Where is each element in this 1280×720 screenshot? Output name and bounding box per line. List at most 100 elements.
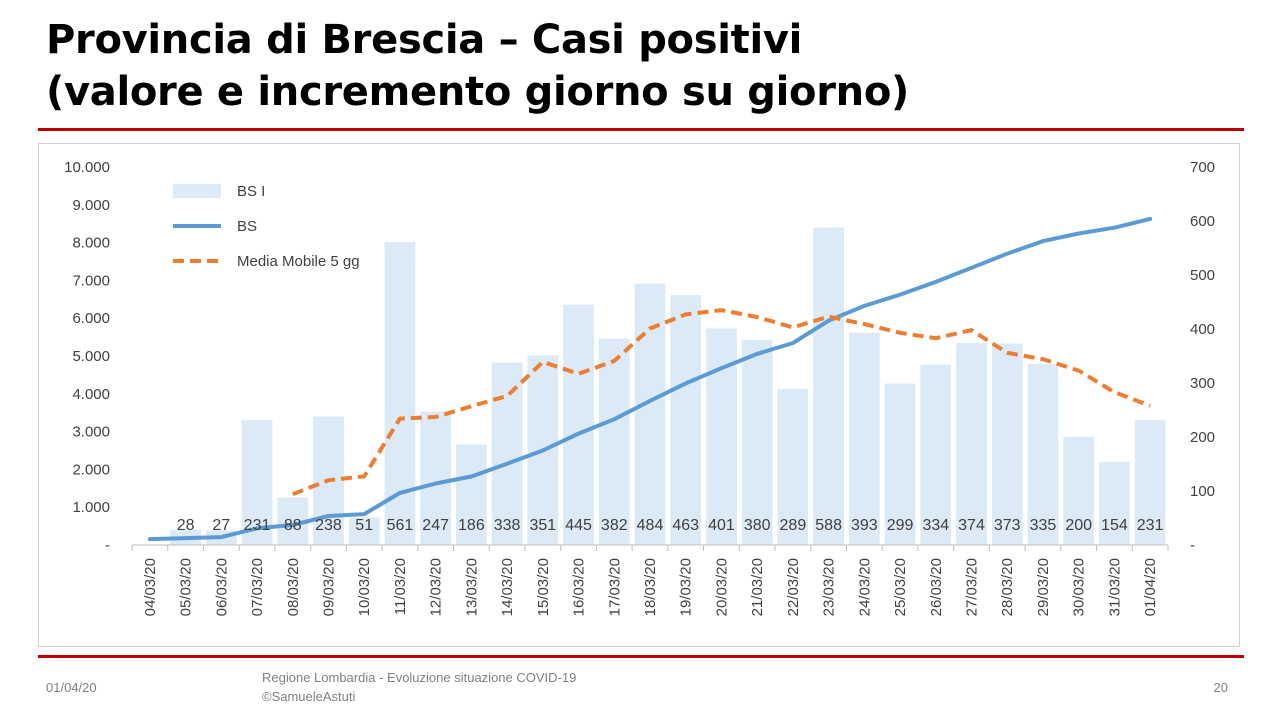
bar-data-label: 238 — [315, 517, 342, 534]
x-axis-tick-label: 30/03/20 — [1071, 558, 1088, 616]
bar-data-label: 231 — [1137, 517, 1164, 534]
title-line-2: (valore e incremento giorno su giorno) — [46, 69, 909, 115]
left-axis-tick-label: 5.000 — [72, 348, 110, 365]
left-axis-tick-label: 6.000 — [72, 310, 110, 327]
page-number: 20 — [1213, 680, 1228, 695]
bar-data-label: 289 — [780, 517, 807, 534]
left-axis-tick-label: 1.000 — [72, 499, 110, 516]
bar-data-label: 88 — [284, 517, 302, 534]
bar-23/03/20 — [813, 227, 844, 545]
chart-container: - 1.000 2.000 3.000 4.000 5.000 6.000 7.000 8.00… — [38, 143, 1240, 647]
legend-label: BS — [237, 218, 257, 235]
bar-data-label: 51 — [355, 517, 373, 534]
left-axis-tick-label: 3.000 — [72, 424, 110, 441]
left-axis-tick-label: 10.000 — [64, 159, 110, 176]
bar-data-label: 351 — [529, 517, 556, 534]
bar-data-label: 393 — [851, 517, 878, 534]
x-axis-tick-label: 04/03/20 — [142, 558, 159, 616]
bar-data-label: 247 — [422, 517, 449, 534]
bar-27/03/20 — [956, 343, 987, 545]
x-axis-tick-label: 17/03/20 — [606, 558, 623, 616]
x-axis-tick-label: 15/03/20 — [535, 558, 552, 616]
footer-source-line-2: ©SamueleAstuti — [262, 689, 356, 704]
x-axis-tick-label: 08/03/20 — [285, 558, 302, 616]
x-axis-tick-label: 23/03/20 — [821, 558, 838, 616]
bottom-divider — [38, 655, 1244, 658]
bar-data-label: 484 — [637, 517, 664, 534]
bar-data-label: 334 — [922, 517, 949, 534]
x-axis-tick-label: 26/03/20 — [928, 558, 945, 616]
bar-18/03/20 — [634, 283, 666, 545]
bar-12/03/20 — [420, 411, 452, 545]
bar-28/03/20 — [991, 343, 1023, 545]
left-axis-tick-label: 8.000 — [72, 235, 110, 252]
right-axis-tick-label: 200 — [1190, 429, 1215, 446]
bar-14/03/20 — [491, 362, 523, 545]
bar-07/03/20 — [241, 420, 273, 545]
x-axis-tick-label: 05/03/20 — [178, 558, 195, 616]
x-axis-tick-label: 20/03/20 — [713, 558, 730, 616]
left-axis-tick-label: 9.000 — [72, 197, 110, 214]
x-axis-tick-label: 27/03/20 — [964, 558, 981, 616]
bar-data-label: 335 — [1030, 517, 1057, 534]
x-axis-tick-label: 28/03/20 — [999, 558, 1016, 616]
bar-data-label: 27 — [212, 517, 230, 534]
bar-data-label: 373 — [994, 517, 1021, 534]
bar-25/03/20 — [884, 383, 916, 545]
x-axis-tick-label: 22/03/20 — [785, 558, 802, 616]
x-axis-tick-label: 29/03/20 — [1035, 558, 1052, 616]
bar-16/03/20 — [563, 304, 594, 545]
x-axis-tick-label: 12/03/20 — [428, 558, 445, 616]
bar-31/03/20 — [1099, 461, 1130, 545]
line-series — [147, 216, 1153, 542]
x-axis-tick-label: 01/04/20 — [1142, 558, 1159, 616]
right-axis-tick-label: 500 — [1190, 267, 1215, 284]
bar-data-labels: 28 27 231 88 238 51 561 247 186 338 351 445 382 484 46… — [177, 517, 1164, 534]
bar-data-label: 401 — [708, 517, 735, 534]
right-axis-tick-label: 400 — [1190, 321, 1215, 338]
footer-source: Regione Lombardia - Evoluzione situazion… — [262, 668, 576, 706]
right-axis-tick-label: 700 — [1190, 159, 1215, 176]
bar-data-label: 561 — [387, 517, 414, 534]
right-axis-tick-label: 100 — [1190, 483, 1215, 500]
bar-22/03/20 — [777, 388, 809, 545]
left-axis-tick-label: - — [105, 537, 110, 554]
top-divider — [38, 128, 1244, 131]
bar-20/03/20 — [706, 328, 737, 545]
x-axis-tick-label: 31/03/20 — [1106, 558, 1123, 616]
left-axis-tick-label: 4.000 — [72, 386, 110, 403]
bar-data-label: 186 — [458, 517, 485, 534]
bar-data-label: 382 — [601, 517, 628, 534]
cumulative-line — [147, 216, 1153, 542]
bar-data-label: 28 — [177, 517, 195, 534]
right-axis-tick-label: 300 — [1190, 375, 1215, 392]
bar-10/03/20 — [348, 517, 380, 545]
x-axis-tick-label: 24/03/20 — [856, 558, 873, 616]
bar-26/03/20 — [920, 364, 952, 545]
bar-17/03/20 — [598, 338, 630, 545]
bar-30/03/20 — [1063, 437, 1095, 545]
footer-date: 01/04/20 — [46, 680, 97, 695]
left-axis-tick-label: 7.000 — [72, 272, 110, 289]
footer-source-line-1: Regione Lombardia - Evoluzione situazion… — [262, 670, 577, 685]
left-axis-tick-label: 2.000 — [72, 461, 110, 478]
x-axis-tick-label: 10/03/20 — [356, 558, 373, 616]
x-axis-tick-label: 13/03/20 — [463, 558, 480, 616]
x-axis-tick-label: 06/03/20 — [213, 558, 230, 616]
moving-average-line — [292, 308, 1151, 497]
bar-24/03/20 — [848, 332, 880, 545]
bar-data-label: 380 — [744, 517, 771, 534]
slide-title: Provincia di Brescia – Casi positivi (va… — [46, 14, 909, 118]
title-line-1: Provincia di Brescia – Casi positivi — [46, 17, 803, 63]
x-axis-tick-label: 25/03/20 — [892, 558, 909, 616]
bar-data-label: 588 — [815, 517, 842, 534]
left-axis: - 1.000 2.000 3.000 4.000 5.000 6.000 7.000 8.00… — [64, 159, 110, 554]
bar-data-label: 463 — [672, 517, 699, 534]
bar-data-label: 445 — [565, 517, 592, 534]
bar-data-label: 338 — [494, 517, 521, 534]
bar-19/03/20 — [670, 294, 702, 545]
bar-data-label: 231 — [244, 517, 271, 534]
legend-label: Media Mobile 5 gg — [237, 253, 360, 270]
bar-data-label: 299 — [887, 517, 914, 534]
right-axis-tick-label: 600 — [1190, 213, 1215, 230]
